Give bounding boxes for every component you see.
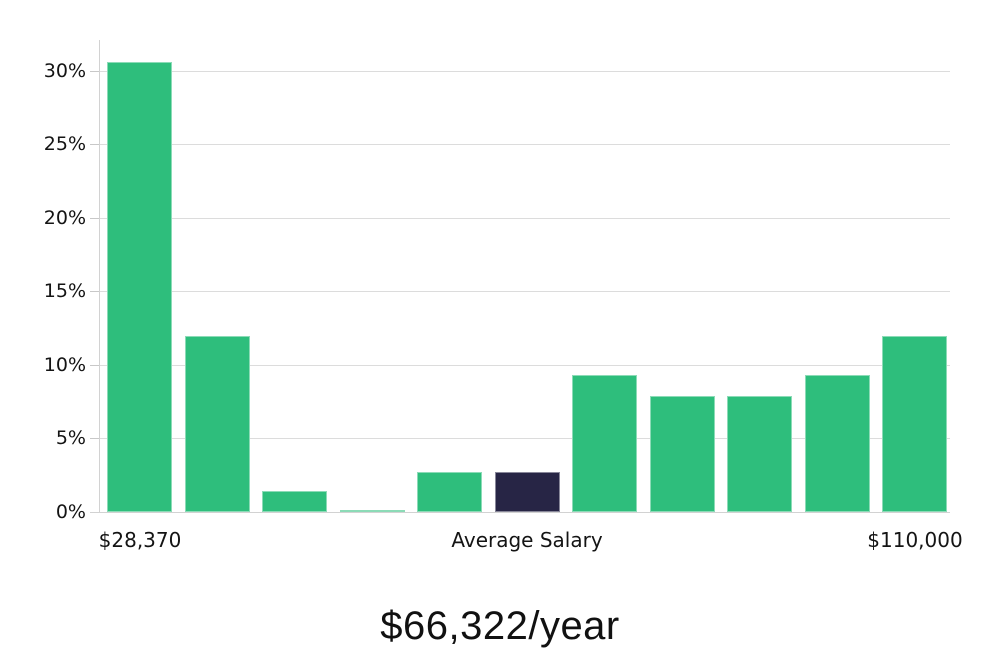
bar-1 (107, 62, 172, 512)
bar-11 (882, 336, 947, 512)
y-tick-mark-20% (90, 217, 99, 219)
gridline-5% (99, 438, 950, 440)
y-tick-mark-15% (90, 291, 99, 293)
y-tick-mark-10% (90, 364, 99, 366)
bar-3 (262, 491, 327, 512)
gridline-25% (99, 144, 950, 146)
average-salary-caption: $66,322/year (380, 604, 620, 648)
y-tick-label-15%: 15% (43, 280, 86, 303)
gridline-30% (99, 70, 950, 72)
bar-5 (417, 472, 482, 512)
bar-8 (650, 396, 715, 512)
gridline-10% (99, 364, 950, 366)
y-tick-mark-25% (90, 144, 99, 146)
x-axis-line (90, 512, 950, 513)
y-axis-line (99, 40, 100, 512)
y-tick-mark-30% (90, 70, 99, 72)
y-tick-label-30%: 30% (43, 59, 86, 82)
gridline-20% (99, 217, 950, 219)
x-axis-label-2: Average Salary (451, 528, 603, 552)
bar-7 (572, 375, 637, 512)
bar-average-salary (495, 472, 560, 512)
bar-4 (340, 510, 405, 512)
y-tick-mark-5% (90, 438, 99, 440)
y-tick-label-5%: 5% (55, 427, 86, 450)
x-axis-label-3: $110,000 (867, 528, 963, 552)
bar-2 (185, 336, 250, 512)
bar-10 (805, 375, 870, 512)
x-axis-label-1: $28,370 (98, 528, 182, 552)
bar-9 (727, 396, 792, 512)
gridline-15% (99, 291, 950, 293)
y-tick-label-25%: 25% (43, 133, 86, 156)
y-tick-label-20%: 20% (43, 206, 86, 229)
y-tick-label-10%: 10% (43, 353, 86, 376)
y-tick-label-0%: 0% (55, 501, 86, 523)
